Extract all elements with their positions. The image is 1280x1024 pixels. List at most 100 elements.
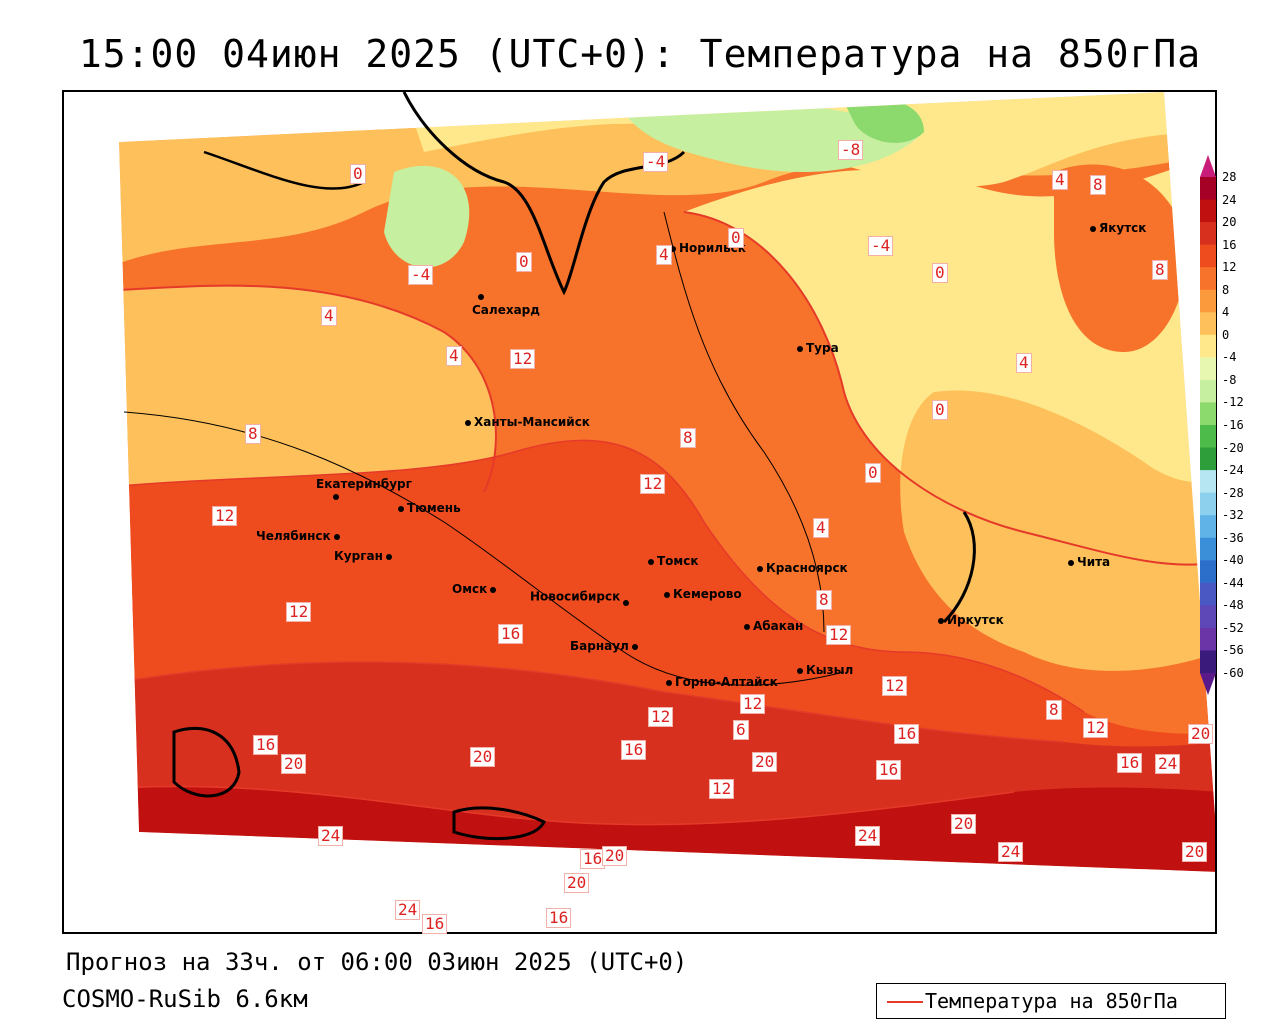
contour-label: 16: [253, 735, 279, 755]
model-name: COSMO-RuSib 6.6км: [62, 985, 308, 1013]
city-dot-icon: [385, 553, 392, 560]
contour-label: 20: [1182, 842, 1208, 862]
contour-label: 6: [733, 720, 749, 740]
contour-label: 16: [580, 849, 606, 869]
city-tomsk: Томск: [648, 555, 699, 567]
contour-label: 0: [516, 252, 532, 272]
contour-label: 4: [813, 518, 829, 538]
colorbar-tick-label: -56: [1222, 643, 1244, 658]
city-salekhard: [478, 290, 487, 302]
city-chelyabinsk: Челябинск: [256, 530, 343, 542]
city-kemerovo: Кемерово: [664, 588, 742, 600]
contour-label: 0: [932, 400, 948, 420]
city-dot-icon: [1068, 559, 1074, 566]
contour-label: 4: [321, 306, 337, 326]
contour-label: -4: [868, 236, 894, 256]
city-kyzyl: Кызыл: [797, 664, 853, 676]
colorbar-swatch: [1200, 650, 1216, 674]
legend-label: Температура на 850гПа: [925, 989, 1178, 1013]
contour-label: 0: [350, 164, 366, 184]
city-dot-icon: [465, 419, 471, 426]
legend-line-swatch: [887, 1001, 923, 1003]
colorbar-swatch: [1200, 334, 1216, 358]
contour-label: 4: [1052, 170, 1068, 190]
contour-label: 24: [395, 900, 421, 920]
contour-label: 4: [446, 346, 462, 366]
city-dot-icon: [666, 679, 672, 686]
city-gorno-altaysk: Горно-Алтайск: [666, 676, 778, 688]
contour-label: 4: [1016, 353, 1032, 373]
contour-label: 0: [865, 463, 881, 483]
city-dot-icon: [631, 643, 638, 650]
forecast-info: Прогноз на 33ч. от 06:00 03июн 2025 (UTC…: [66, 948, 688, 976]
colorbar-tick-label: -32: [1222, 508, 1244, 523]
colorbar-tick-label: -4: [1222, 350, 1237, 365]
contour-label: 0: [728, 228, 744, 248]
colorbar-tick-label: -16: [1222, 418, 1244, 432]
colorbar-swatch: [1200, 537, 1216, 561]
colorbar-tick-label: 16: [1222, 237, 1237, 252]
city-dot-icon: [648, 558, 654, 565]
contour-label: 20: [1188, 724, 1214, 744]
contour-label: 12: [510, 349, 536, 369]
colorbar-tick-label: 0: [1222, 327, 1230, 342]
city-dot-icon: [333, 533, 340, 540]
colorbar-swatch: [1200, 582, 1216, 606]
colorbar-tick-label: 4: [1222, 305, 1230, 320]
colorbar-tick-label: 28: [1222, 170, 1237, 184]
city-chita: Чита: [1068, 556, 1110, 568]
colorbar-tick-label: 20: [1222, 215, 1237, 230]
contour-label: 24: [855, 826, 881, 846]
colorbar-swatch: [1200, 177, 1216, 201]
city-dot-icon: [478, 293, 484, 300]
contour-label: 20: [281, 754, 307, 774]
colorbar-swatch: [1200, 627, 1216, 651]
city-dot-icon: [398, 505, 404, 512]
city-khanty-mansiysk: Ханты-Мансийск: [465, 416, 590, 428]
temperature-colorbar: [1200, 155, 1216, 695]
contour-label: 16: [546, 908, 572, 928]
contour-label: 8: [1152, 260, 1168, 280]
colorbar-tick-label: -52: [1222, 620, 1244, 635]
contour-label: 24: [1155, 754, 1181, 774]
colorbar-tick-label: 8: [1222, 282, 1230, 297]
colorbar-swatch: [1200, 560, 1216, 584]
colorbar-tick-label: -24: [1222, 463, 1244, 478]
city-krasnoyarsk: Красноярск: [757, 562, 848, 574]
colorbar-swatch: [1200, 222, 1216, 246]
contour-label: 16: [621, 740, 647, 760]
contour-label: 0: [932, 263, 948, 283]
contour-label: 16: [894, 724, 920, 744]
contour-label: 8: [680, 428, 696, 448]
colorbar-tick-label: -12: [1222, 395, 1244, 410]
city-dot-icon: [757, 565, 763, 572]
city-ekaterinburg: [333, 490, 342, 502]
colorbar-tick-label: -36: [1222, 530, 1244, 545]
contour-label: 12: [740, 694, 766, 714]
contour-label: 12: [212, 506, 238, 526]
contour-label: 20: [602, 846, 628, 866]
city-dot-icon: [623, 600, 630, 606]
contour-label: 8: [816, 590, 832, 610]
colorbar-tick-label: -60: [1222, 666, 1244, 680]
colorbar-tick-label: 24: [1222, 192, 1237, 207]
contour-label: 24: [998, 842, 1024, 862]
colorbar-swatch: [1200, 605, 1216, 629]
contour-label: 16: [498, 624, 524, 644]
colorbar-swatch: [1200, 447, 1216, 471]
map-area[interactable]: [62, 90, 1217, 934]
contour-label: 12: [709, 779, 735, 799]
contour-label: 20: [470, 747, 496, 767]
colorbar-tick-label: -40: [1222, 553, 1244, 568]
colorbar-tick-label: -28: [1222, 485, 1244, 500]
legend: Температура на 850гПа: [876, 983, 1226, 1019]
city-tura: Тура: [797, 342, 839, 354]
contour-label: 12: [1083, 718, 1109, 738]
colorbar-swatch: [1200, 402, 1216, 426]
contour-label: 8: [245, 424, 261, 444]
temperature-field-map: [64, 92, 1215, 932]
contour-label: 8: [1090, 175, 1106, 195]
city-tyumen: Тюмень: [398, 502, 461, 514]
city-dot-icon: [797, 345, 803, 352]
contour-label: -4: [643, 152, 669, 172]
